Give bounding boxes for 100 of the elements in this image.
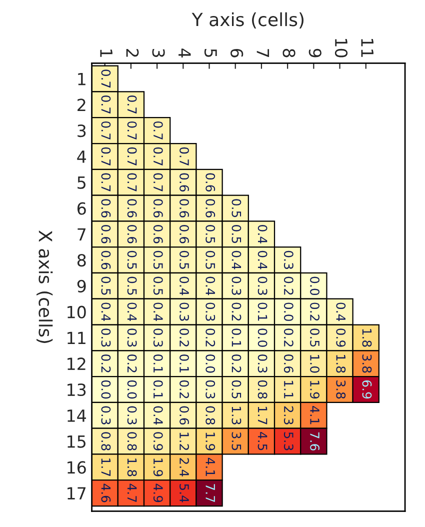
- y-tick-label: 4: [77, 150, 86, 163]
- data-label: 0.3: [101, 328, 111, 347]
- data-label: 0.8: [101, 432, 111, 450]
- data-label: 1.7: [101, 458, 111, 476]
- data-label: 0.2: [232, 354, 242, 372]
- x-tick-label: 6: [230, 48, 244, 58]
- y-tick-label: 12: [68, 358, 86, 370]
- data-label: 1.3: [232, 406, 242, 424]
- data-label: 0.4: [232, 250, 242, 270]
- data-label: 0.0: [258, 328, 268, 347]
- data-label: 0.3: [206, 302, 216, 321]
- data-label: 0.4: [258, 225, 268, 244]
- data-label: 0.6: [284, 354, 294, 373]
- data-label: 0.2: [284, 276, 294, 295]
- data-label: 0.4: [336, 302, 346, 322]
- data-label: 0.5: [232, 199, 242, 218]
- data-label: 0.5: [310, 328, 320, 347]
- data-label: 1.0: [310, 355, 320, 373]
- data-label: 1.9: [310, 380, 320, 399]
- y-tick-label: 3: [78, 124, 86, 138]
- data-label: 0.7: [153, 173, 163, 192]
- data-label: 0.4: [153, 302, 163, 322]
- data-label: 1.1: [284, 380, 294, 398]
- data-label: 1.7: [258, 406, 268, 424]
- data-label: 0.3: [232, 276, 242, 295]
- data-label: 0.6: [153, 199, 163, 218]
- data-label: 0.7: [127, 147, 137, 166]
- data-label: 0.3: [284, 250, 294, 269]
- data-label: 0.4: [180, 276, 189, 296]
- data-label: 0.2: [127, 354, 137, 372]
- x-tick-label: 3: [152, 49, 165, 58]
- x-tick-label: 10: [334, 39, 348, 58]
- data-label: 0.6: [206, 173, 216, 192]
- data-label: 0.5: [206, 250, 216, 269]
- data-label: 0.6: [101, 199, 111, 218]
- data-label: 1.2: [180, 432, 189, 450]
- data-label: 0.1: [180, 354, 189, 372]
- data-label: 0.4: [258, 250, 268, 270]
- data-label: 0.7: [127, 173, 137, 192]
- y-tick-label: 16: [68, 461, 86, 474]
- data-label: 1.9: [206, 432, 216, 450]
- data-label: 0.1: [153, 354, 163, 372]
- data-label: 7.6: [310, 432, 320, 450]
- x-tick-label: 2: [126, 48, 139, 57]
- data-label: 1.8: [336, 355, 346, 373]
- data-label: 0.0: [127, 380, 137, 399]
- data-label: 0.8: [206, 406, 216, 424]
- y-tick-label: 13: [68, 383, 86, 396]
- data-label: 0.0: [206, 354, 216, 373]
- data-label: 6.9: [362, 380, 372, 399]
- data-label: 0.6: [127, 225, 137, 244]
- data-label: 0.7: [153, 147, 163, 166]
- x-tick-label: 4: [178, 48, 191, 58]
- data-label: 4.7: [128, 484, 137, 502]
- data-label: 0.5: [153, 250, 163, 269]
- x-tick-label: 5: [204, 49, 217, 57]
- data-label: 0.6: [101, 250, 111, 270]
- data-label: 0.6: [127, 199, 137, 218]
- x-tick-label: 11: [361, 39, 374, 57]
- data-label: 5.4: [180, 484, 189, 502]
- y-tick-label: 6: [78, 202, 86, 215]
- data-label: 0.3: [101, 406, 111, 424]
- data-label: 0.5: [101, 276, 111, 295]
- data-label: 0.4: [127, 302, 137, 322]
- x-tick-label: 9: [308, 48, 322, 58]
- data-label: 0.3: [153, 328, 163, 347]
- x-axis-title: Y axis (cells): [192, 12, 304, 28]
- data-label: 0.6: [180, 173, 189, 192]
- data-label: 0.5: [232, 225, 242, 243]
- data-label: 0.2: [180, 328, 189, 346]
- data-label: 0.5: [232, 380, 242, 398]
- data-label: 0.7: [127, 96, 137, 114]
- y-tick-label: 5: [78, 176, 86, 189]
- data-label: 0.7: [180, 147, 189, 166]
- y-tick-label: 15: [68, 435, 86, 448]
- data-label: 0.1: [258, 302, 268, 321]
- data-label: 0.7: [101, 147, 111, 166]
- y-tick-label: 1: [78, 72, 86, 86]
- data-label: 0.5: [153, 276, 163, 295]
- data-label: 0.4: [153, 406, 163, 425]
- data-label: 0.0: [101, 380, 111, 399]
- data-label: 0.0: [284, 302, 294, 321]
- y-tick-label: 14: [68, 410, 86, 422]
- data-label: 0.8: [127, 432, 137, 450]
- data-label: 0.9: [153, 432, 163, 450]
- data-label: 0.2: [101, 354, 111, 372]
- data-label: 0.7: [101, 173, 111, 192]
- x-tick-label: 8: [282, 48, 296, 58]
- data-label: 0.6: [153, 225, 163, 244]
- data-label: 0.3: [180, 302, 189, 321]
- data-label: 0.6: [180, 225, 189, 244]
- y-tick-label: 8: [77, 254, 86, 267]
- data-label: 4.1: [206, 458, 215, 476]
- data-label: 5.3: [284, 432, 294, 450]
- data-label: 0.7: [153, 121, 163, 140]
- data-label: 1.9: [153, 458, 163, 476]
- data-label: 4.9: [153, 484, 163, 502]
- data-label: 0.2: [284, 328, 294, 346]
- data-label: 4.1: [310, 406, 320, 424]
- x-tick-label: 7: [256, 49, 270, 57]
